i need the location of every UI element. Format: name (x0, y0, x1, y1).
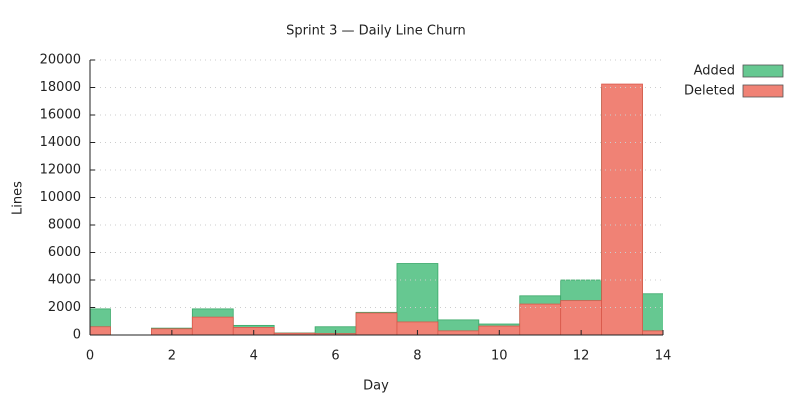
y-tick-label: 0 (73, 328, 81, 343)
bar (519, 303, 562, 335)
legend-label: Deleted (684, 84, 735, 99)
bar (642, 293, 663, 335)
legend-label: Added (694, 64, 735, 79)
y-tick-label: 18000 (40, 80, 81, 95)
x-tick-label: 6 (331, 349, 339, 364)
legend-swatch (742, 84, 784, 98)
y-axis-label: Lines (11, 181, 26, 215)
y-tick-label: 10000 (40, 190, 81, 205)
x-tick-label: 0 (86, 349, 94, 364)
y-tick-label: 16000 (40, 108, 81, 123)
x-tick-label: 10 (491, 349, 508, 364)
legend-swatch (742, 64, 784, 78)
plot-area (90, 83, 663, 335)
x-tick-label: 4 (250, 349, 258, 364)
bar (437, 330, 480, 335)
y-tick-label: 20000 (40, 53, 81, 68)
bar (396, 321, 439, 335)
bar (560, 300, 603, 335)
bar (355, 312, 398, 335)
y-tick-label: 4000 (48, 273, 81, 288)
x-tick-label: 8 (413, 349, 421, 364)
x-axis-label: Day (363, 379, 389, 394)
y-tick-label: 2000 (48, 300, 81, 315)
y-tick-label: 6000 (48, 245, 81, 260)
bar (601, 83, 643, 335)
x-tick-label: 14 (655, 349, 672, 364)
y-tick-label: 8000 (48, 218, 81, 233)
bar (90, 326, 111, 335)
bar (191, 316, 234, 335)
x-tick-label: 2 (168, 349, 176, 364)
chart-title: Sprint 3 — Daily Line Churn (286, 24, 466, 39)
y-tick-label: 14000 (40, 135, 81, 150)
x-tick-label: 12 (573, 349, 590, 364)
y-tick-label: 12000 (40, 163, 81, 178)
